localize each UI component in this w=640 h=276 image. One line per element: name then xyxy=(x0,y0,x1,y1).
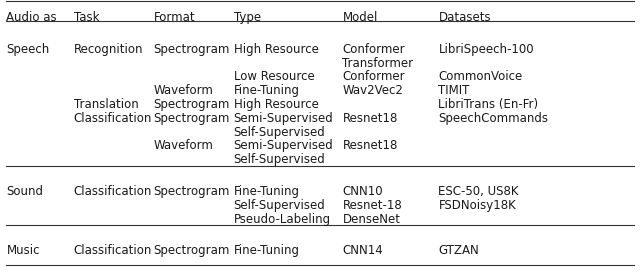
Text: Transformer: Transformer xyxy=(342,57,413,70)
Text: Spectrogram: Spectrogram xyxy=(154,98,230,111)
Text: Music: Music xyxy=(6,244,40,257)
Text: Wav2Vec2: Wav2Vec2 xyxy=(342,84,403,97)
Text: Resnet18: Resnet18 xyxy=(342,112,398,125)
Text: Speech: Speech xyxy=(6,43,50,56)
Text: Resnet-18: Resnet-18 xyxy=(342,199,402,212)
Text: Audio as: Audio as xyxy=(6,11,57,24)
Text: CNN10: CNN10 xyxy=(342,185,383,198)
Text: Pseudo-Labeling: Pseudo-Labeling xyxy=(234,213,331,225)
Text: Classification: Classification xyxy=(74,185,152,198)
Text: Self-Supervised: Self-Supervised xyxy=(234,126,325,139)
Text: Spectrogram: Spectrogram xyxy=(154,112,230,125)
Text: ESC-50, US8K: ESC-50, US8K xyxy=(438,185,519,198)
Text: Semi-Supervised: Semi-Supervised xyxy=(234,139,333,152)
Text: High Resource: High Resource xyxy=(234,43,319,56)
Text: Classification: Classification xyxy=(74,244,152,257)
Text: DenseNet: DenseNet xyxy=(342,213,401,225)
Text: SpeechCommands: SpeechCommands xyxy=(438,112,548,125)
Text: Spectrogram: Spectrogram xyxy=(154,43,230,56)
Text: Type: Type xyxy=(234,11,260,24)
Text: CNN14: CNN14 xyxy=(342,244,383,257)
Text: Translation: Translation xyxy=(74,98,138,111)
Text: Fine-Tuning: Fine-Tuning xyxy=(234,84,300,97)
Text: Self-Supervised: Self-Supervised xyxy=(234,153,325,166)
Text: Spectrogram: Spectrogram xyxy=(154,244,230,257)
Text: Waveform: Waveform xyxy=(154,84,214,97)
Text: LibriTrans (En-Fr): LibriTrans (En-Fr) xyxy=(438,98,538,111)
Text: Fine-Tuning: Fine-Tuning xyxy=(234,244,300,257)
Text: Sound: Sound xyxy=(6,185,44,198)
Text: Recognition: Recognition xyxy=(74,43,143,56)
Text: FSDNoisy18K: FSDNoisy18K xyxy=(438,199,516,212)
Text: Self-Supervised: Self-Supervised xyxy=(234,199,325,212)
Text: Fine-Tuning: Fine-Tuning xyxy=(234,185,300,198)
Text: Resnet18: Resnet18 xyxy=(342,139,398,152)
Text: Low Resource: Low Resource xyxy=(234,70,314,83)
Text: CommonVoice: CommonVoice xyxy=(438,70,523,83)
Text: TIMIT: TIMIT xyxy=(438,84,470,97)
Text: High Resource: High Resource xyxy=(234,98,319,111)
Text: Task: Task xyxy=(74,11,99,24)
Text: Datasets: Datasets xyxy=(438,11,491,24)
Text: GTZAN: GTZAN xyxy=(438,244,479,257)
Text: Classification: Classification xyxy=(74,112,152,125)
Text: Semi-Supervised: Semi-Supervised xyxy=(234,112,333,125)
Text: Conformer: Conformer xyxy=(342,70,405,83)
Text: Conformer: Conformer xyxy=(342,43,405,56)
Text: Model: Model xyxy=(342,11,378,24)
Text: Spectrogram: Spectrogram xyxy=(154,185,230,198)
Text: LibriSpeech-100: LibriSpeech-100 xyxy=(438,43,534,56)
Text: Waveform: Waveform xyxy=(154,139,214,152)
Text: Format: Format xyxy=(154,11,195,24)
